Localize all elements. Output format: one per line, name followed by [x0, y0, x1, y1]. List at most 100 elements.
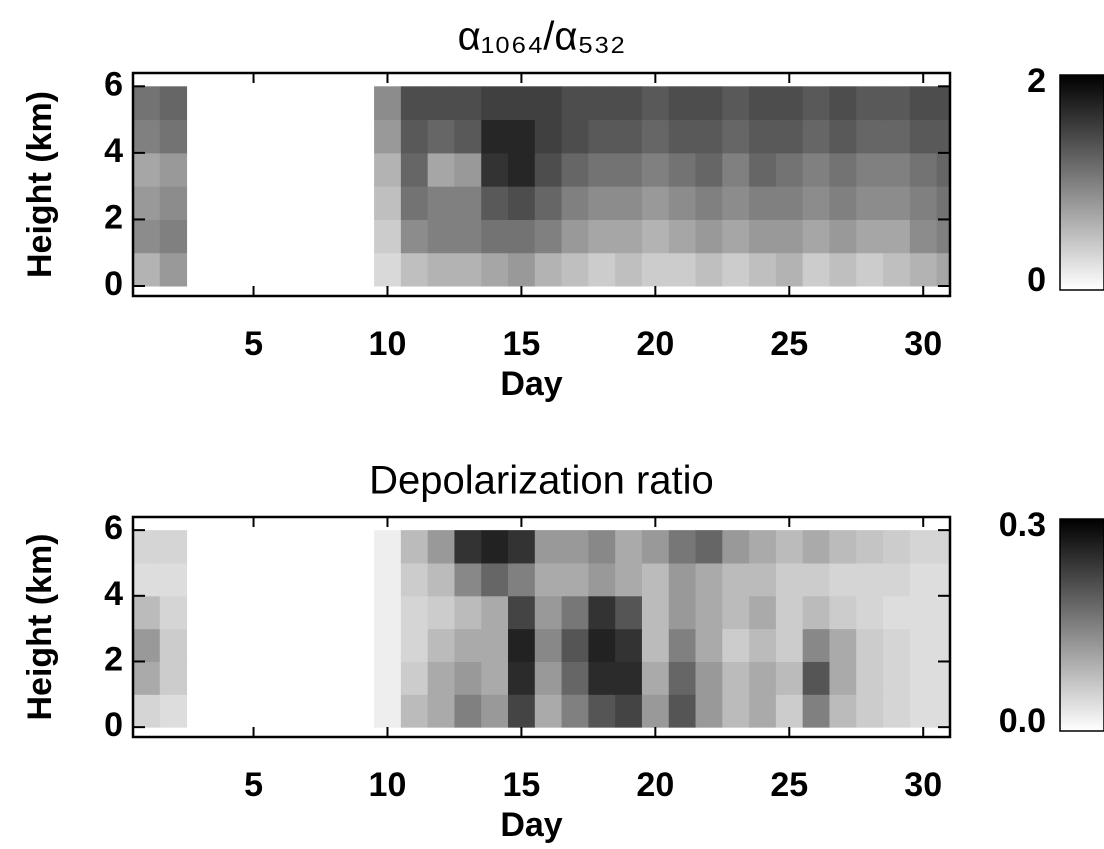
heatmap-cell — [856, 562, 884, 597]
heatmap-cell — [133, 628, 161, 662]
heatmap-cell — [427, 530, 455, 564]
heatmap-cell — [508, 186, 536, 220]
heatmap-cell — [427, 661, 455, 695]
heatmap-cell — [829, 661, 857, 695]
heatmap-cell — [427, 694, 455, 728]
heatmap-cell — [856, 186, 884, 220]
colorbar-tick-label: 0 — [1027, 261, 1046, 299]
y-tick-label: 4 — [104, 132, 123, 170]
heatmap-cell — [615, 152, 643, 187]
heatmap-cell — [400, 562, 429, 597]
colorbar — [1059, 74, 1104, 291]
heatmap-cell — [802, 694, 830, 728]
heatmap-cell — [481, 694, 509, 728]
heatmap-cell — [508, 661, 536, 695]
heatmap-cell — [936, 530, 951, 564]
heatmap-cell — [695, 694, 723, 728]
heatmap-cell — [561, 530, 589, 564]
heatmap-cell — [775, 86, 804, 121]
heatmap-cell — [133, 562, 161, 597]
x-tick-label: 10 — [369, 766, 407, 804]
heatmap-cell — [374, 252, 402, 287]
heatmap-cell — [936, 219, 951, 254]
heatmap-cell — [802, 119, 830, 154]
heatmap-cell — [481, 530, 509, 564]
y-axis-label: Height (km) — [21, 91, 59, 278]
heatmap-cell — [588, 152, 616, 187]
heatmap-cell — [454, 530, 482, 564]
heatmap-cell — [668, 252, 697, 287]
heatmap-cell — [588, 530, 616, 564]
heatmap-cell — [775, 661, 804, 695]
heatmap-cell — [534, 252, 563, 287]
heatmap-cell — [588, 86, 616, 121]
heatmap-cell — [508, 595, 536, 630]
heatmap-cell — [508, 152, 536, 187]
heatmap-cell — [695, 562, 723, 597]
heatmap-cell — [775, 628, 804, 662]
colorbar-tick-label: 0.0 — [999, 702, 1046, 740]
colorbar-tick-label: 2 — [1027, 62, 1046, 100]
heatmap-cell — [588, 694, 616, 728]
heatmap-cell — [695, 186, 723, 220]
heatmap-cell — [641, 119, 670, 154]
heatmap-cell — [159, 252, 188, 287]
heatmap-cell — [615, 530, 643, 564]
heatmap-cell — [883, 694, 911, 728]
heatmap-cell — [909, 661, 938, 695]
heatmap-cell — [454, 186, 482, 220]
heatmap-cell — [481, 219, 509, 254]
heatmap-cell — [427, 595, 455, 630]
x-tick-label: 5 — [244, 766, 263, 804]
heatmap-cell — [829, 628, 857, 662]
heatmap-cell — [883, 86, 911, 121]
heatmap-cell — [561, 152, 589, 187]
heatmap-cell — [883, 562, 911, 597]
heatmap-cell — [615, 694, 643, 728]
heatmap-cell — [615, 661, 643, 695]
heatmap-cell — [936, 694, 951, 728]
heatmap-cell — [829, 152, 857, 187]
x-tick-label: 25 — [770, 766, 808, 804]
heatmap-cell — [133, 86, 161, 121]
heatmap-cell — [909, 186, 938, 220]
heatmap-cell — [749, 219, 777, 254]
heatmap-cell — [749, 562, 777, 597]
heatmap-cell — [802, 562, 830, 597]
heatmap-cell — [374, 86, 402, 121]
heatmap-cell — [883, 595, 911, 630]
heatmap-cell — [561, 628, 589, 662]
heatmap-cell — [802, 219, 830, 254]
heatmap-cell — [561, 694, 589, 728]
heatmap-cell — [374, 562, 402, 597]
heatmap-cell — [159, 628, 188, 662]
heatmap-cell — [695, 86, 723, 121]
heatmap-cell — [427, 219, 455, 254]
heatmap-cell — [534, 119, 563, 154]
y-tick-label: 0 — [104, 706, 123, 744]
x-tick-label: 5 — [244, 325, 263, 363]
heatmap-cell — [722, 86, 750, 121]
heatmap-cell — [615, 628, 643, 662]
heatmap-cell — [481, 252, 509, 287]
heatmap-cell — [481, 86, 509, 121]
heatmap-cell — [668, 86, 697, 121]
heatmap-cell — [802, 661, 830, 695]
heatmap-cell — [534, 661, 563, 695]
heatmap-cell — [829, 562, 857, 597]
heatmap-cell — [936, 152, 951, 187]
heatmap-cell — [561, 595, 589, 630]
heatmap-cell — [508, 119, 536, 154]
heatmap-cell — [427, 562, 455, 597]
heatmap-cell — [133, 595, 161, 630]
heatmap-cell — [722, 252, 750, 287]
heatmap-cell — [936, 86, 951, 121]
heatmap-cell — [722, 186, 750, 220]
heatmap-cell — [722, 562, 750, 597]
heatmap-cell — [668, 661, 697, 695]
heatmap-cell — [534, 694, 563, 728]
heatmap-cell — [668, 152, 697, 187]
heatmap-cell — [588, 186, 616, 220]
heatmap-cell — [454, 595, 482, 630]
heatmap-cell — [856, 694, 884, 728]
